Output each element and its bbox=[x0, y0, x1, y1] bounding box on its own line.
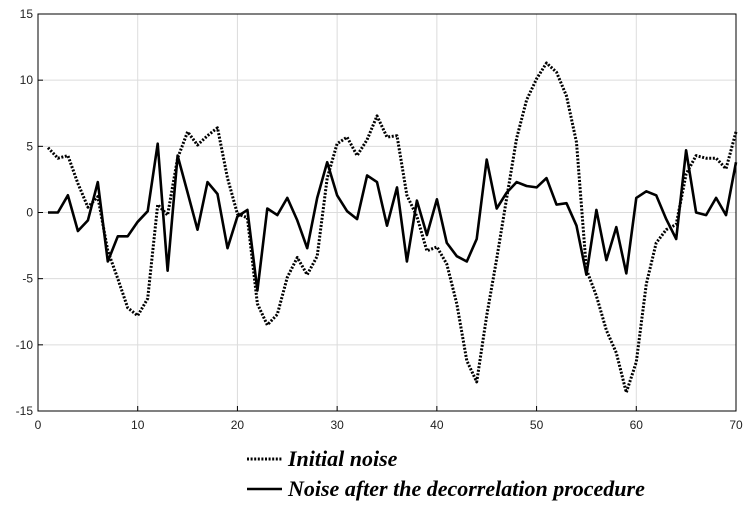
y-tick-label: 5 bbox=[26, 139, 33, 153]
legend-label: Initial noise bbox=[287, 446, 398, 471]
series-line-initial-noise bbox=[46, 61, 738, 394]
x-tick-label: 20 bbox=[231, 418, 245, 432]
y-tick-label: -15 bbox=[16, 404, 34, 418]
x-tick-label: 60 bbox=[630, 418, 644, 432]
y-tick-label: 10 bbox=[20, 73, 34, 87]
x-tick-label: 70 bbox=[729, 418, 743, 432]
y-tick-label: 0 bbox=[26, 206, 33, 220]
x-tick-label: 40 bbox=[430, 418, 444, 432]
x-tick-label: 30 bbox=[330, 418, 344, 432]
legend-item-decorrelated-noise: Noise after the decorrelation procedure bbox=[247, 476, 645, 501]
legend-label: Noise after the decorrelation procedure bbox=[287, 476, 645, 501]
y-tick-label: -5 bbox=[22, 272, 33, 286]
y-axis-ticks: 15 10 5 0 -5 -10 -15 bbox=[16, 7, 43, 418]
x-tick-label: 10 bbox=[131, 418, 145, 432]
x-axis-ticks: 0 10 20 30 40 50 60 70 bbox=[35, 406, 743, 432]
x-tick-label: 50 bbox=[530, 418, 544, 432]
series-group bbox=[46, 61, 738, 394]
legend: Initial noise Noise after the decorrelati… bbox=[247, 446, 645, 501]
y-tick-label: -10 bbox=[16, 338, 34, 352]
y-tick-label: 15 bbox=[20, 7, 34, 21]
legend-item-initial-noise: Initial noise bbox=[247, 446, 398, 471]
series-line-decorrelated-noise bbox=[48, 142, 738, 292]
x-tick-label: 0 bbox=[35, 418, 42, 432]
